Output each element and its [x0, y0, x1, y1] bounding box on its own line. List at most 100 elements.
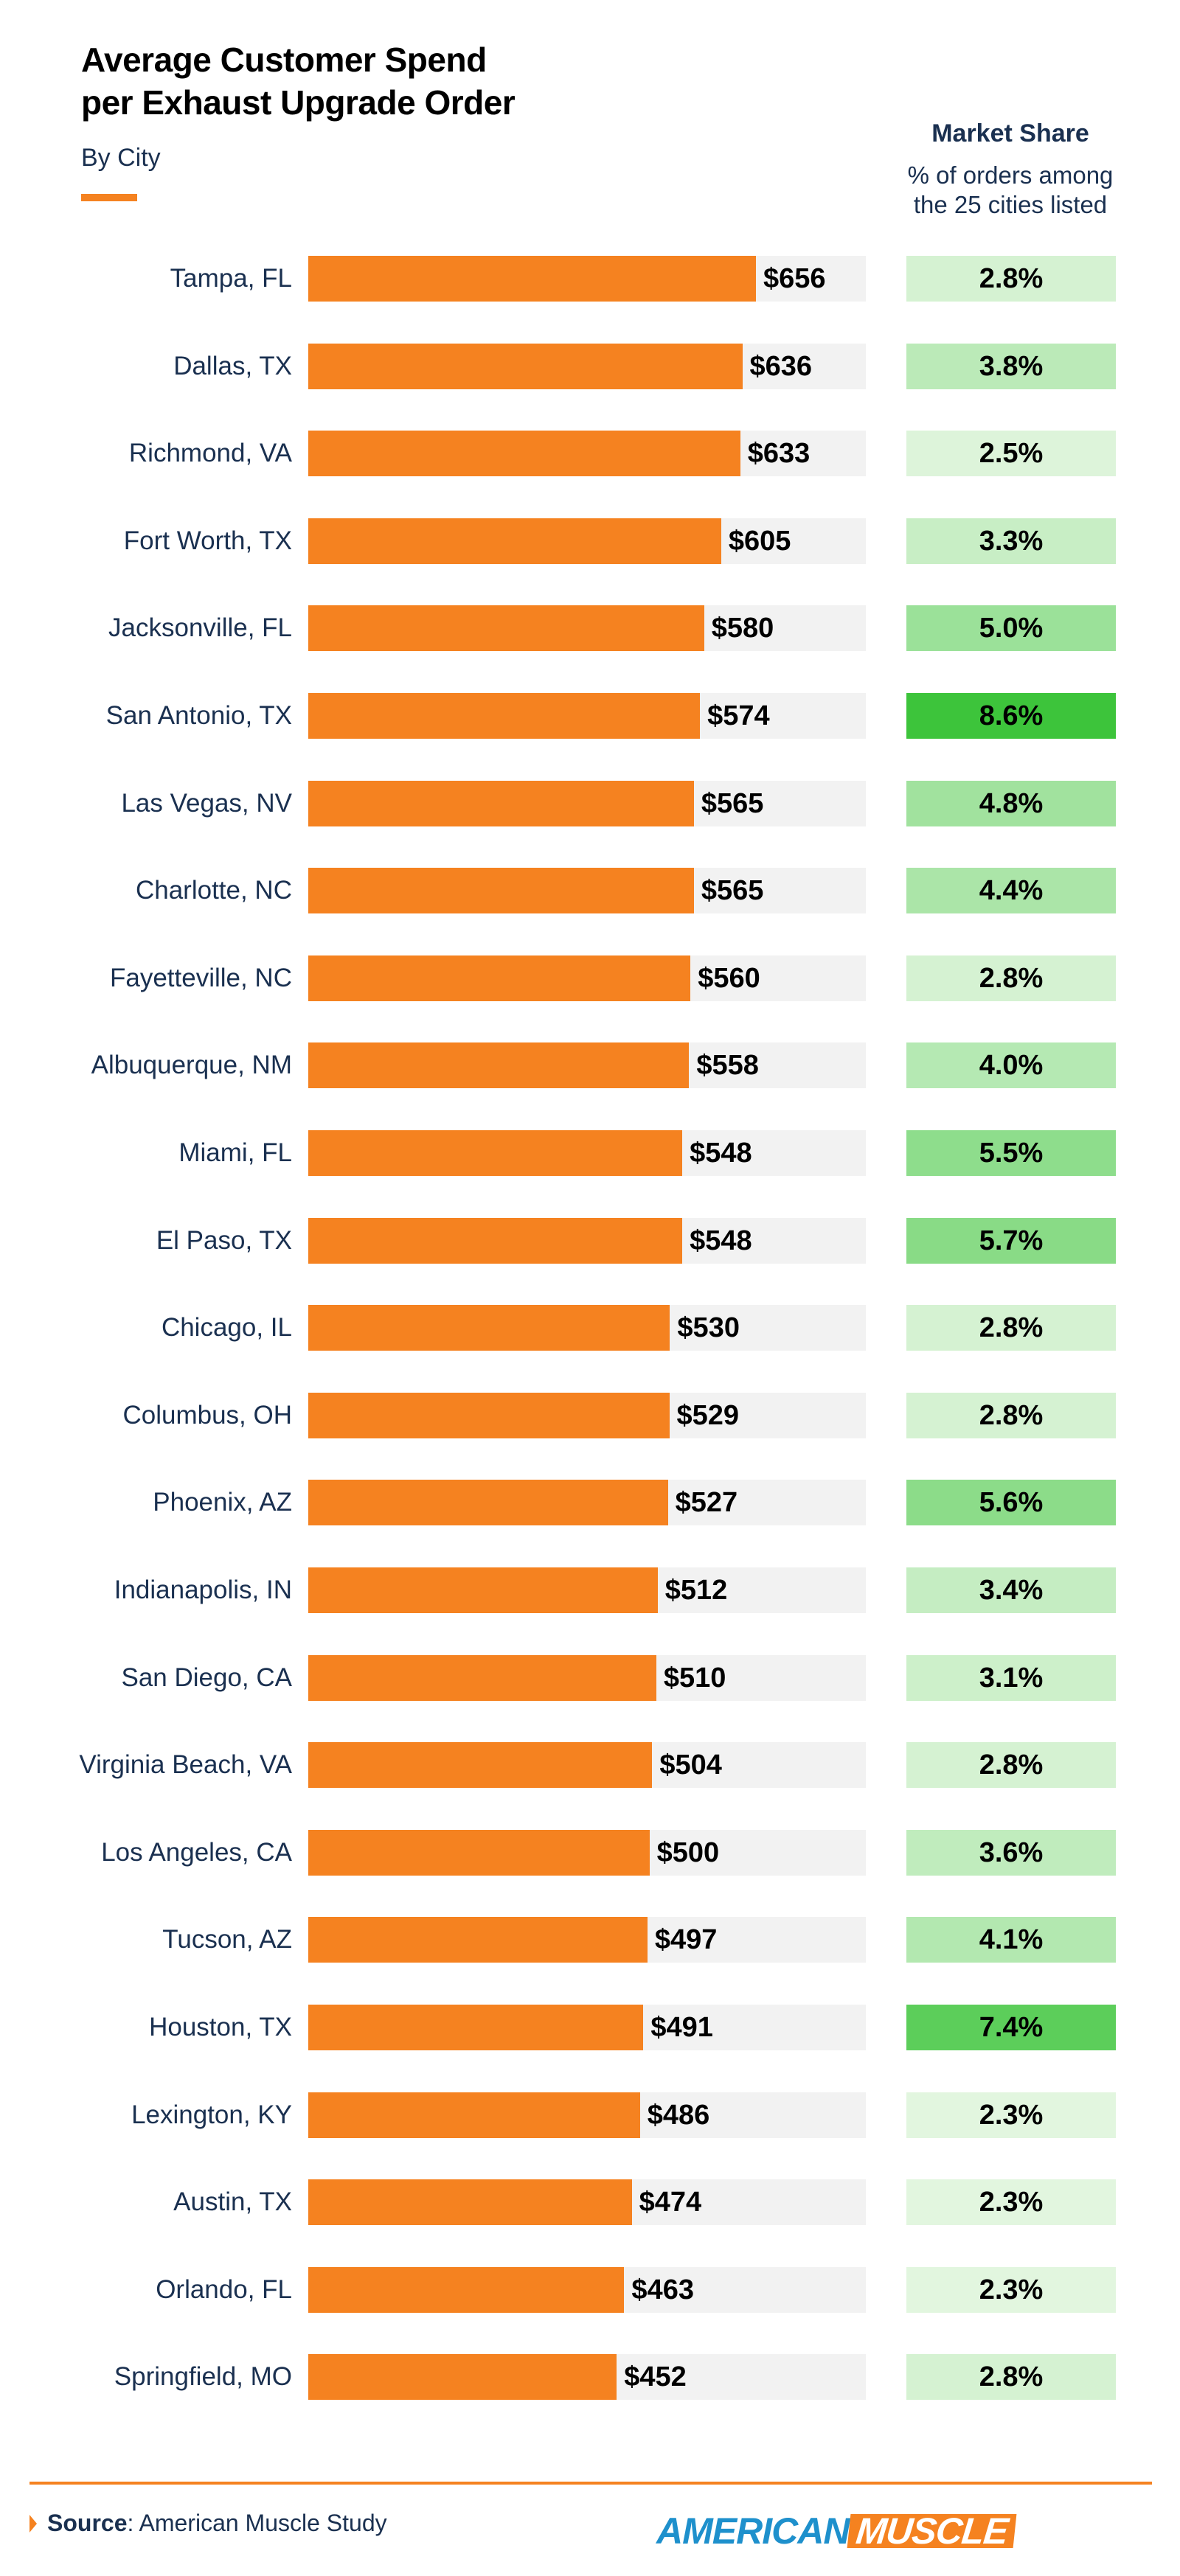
- market-share-cell: 2.8%: [906, 955, 1116, 1001]
- chart-row: San Antonio, TX $574 8.6%: [0, 692, 1180, 740]
- market-share-subtitle: % of orders among the 25 cities listed: [870, 161, 1150, 220]
- chart-row: Orlando, FL $463 2.3%: [0, 2266, 1180, 2314]
- spend-value-label: $527: [675, 1487, 738, 1519]
- chart-row: Charlotte, NC $565 4.4%: [0, 866, 1180, 915]
- bar-track: $530: [308, 1305, 866, 1351]
- market-share-cell: 7.4%: [906, 2005, 1116, 2050]
- bar-track: $497: [308, 1917, 866, 1963]
- market-share-cell: 2.3%: [906, 2179, 1116, 2226]
- chart-row: Tampa, FL $656 2.8%: [0, 254, 1180, 303]
- spend-bar: [308, 2005, 644, 2050]
- city-label: Fayetteville, NC: [109, 963, 292, 992]
- market-share-cell: 3.8%: [906, 343, 1116, 389]
- market-share-cell: 3.4%: [906, 1567, 1116, 1613]
- bar-track: $548: [308, 1217, 866, 1264]
- spend-value-label: $548: [690, 1225, 752, 1256]
- city-label: Miami, FL: [178, 1138, 292, 1167]
- spend-bar: [308, 518, 721, 564]
- legend-swatch: [81, 194, 137, 201]
- market-share-cell: 2.8%: [906, 1742, 1116, 1789]
- bar-track: $565: [308, 868, 866, 914]
- spend-value-label: $548: [690, 1138, 752, 1169]
- spend-value-label: $474: [639, 2187, 702, 2218]
- spend-bar: [308, 1917, 648, 1963]
- spend-value-label: $636: [749, 350, 813, 382]
- city-label: Virginia Beach, VA: [79, 1750, 292, 1780]
- market-share-cell: 5.5%: [906, 1130, 1116, 1176]
- source-text: : American Muscle Study: [127, 2510, 387, 2536]
- market-share-cell: 5.6%: [906, 1480, 1116, 1526]
- city-label: Albuquerque, NM: [91, 1051, 292, 1080]
- city-label: San Diego, CA: [121, 1663, 292, 1692]
- bar-track: $565: [308, 780, 866, 826]
- chart-row: Indianapolis, IN $512 3.4%: [0, 1566, 1180, 1615]
- spend-value-label: $504: [659, 1750, 722, 1781]
- city-label: Indianapolis, IN: [114, 1576, 292, 1604]
- spend-value-label: $452: [624, 2361, 687, 2393]
- city-label: Tucson, AZ: [162, 1925, 292, 1954]
- bar-track: $605: [308, 518, 866, 564]
- spend-bar: [308, 2354, 617, 2401]
- city-label: Austin, TX: [173, 2187, 292, 2217]
- spend-bar: [308, 1480, 668, 1526]
- bar-track: $548: [308, 1130, 866, 1176]
- city-label: El Paso, TX: [156, 1225, 292, 1255]
- spend-bar: [308, 955, 691, 1001]
- spend-bar: [308, 1829, 650, 1876]
- spend-bar: [308, 1654, 656, 1701]
- spend-value-label: $486: [647, 2099, 710, 2131]
- chart-row: Springfield, MO $452 2.8%: [0, 2353, 1180, 2401]
- city-label: Las Vegas, NV: [121, 788, 292, 818]
- spend-value-label: $574: [707, 700, 770, 731]
- bar-track: $510: [308, 1654, 866, 1701]
- spend-value-label: $580: [711, 613, 774, 644]
- bar-track: $574: [308, 693, 866, 739]
- bar-track: $527: [308, 1480, 866, 1526]
- city-label: Columbus, OH: [122, 1400, 292, 1430]
- chart-row: Richmond, VA $633 2.5%: [0, 429, 1180, 478]
- bar-track: $529: [308, 1392, 866, 1438]
- source-note: Source: American Muscle Study: [30, 2510, 387, 2537]
- bar-track: $491: [308, 2005, 866, 2050]
- chart-row: Dallas, TX $636 3.8%: [0, 342, 1180, 391]
- chart-row: Los Angeles, CA $500 3.6%: [0, 1828, 1180, 1877]
- spend-value-label: $500: [656, 1837, 720, 1868]
- city-label: Tampa, FL: [170, 264, 292, 293]
- bar-track: $474: [308, 2179, 866, 2226]
- spend-bar: [308, 431, 740, 477]
- chart-row: Fayetteville, NC $560 2.8%: [0, 954, 1180, 1003]
- bar-track: $463: [308, 2266, 866, 2313]
- city-label: Chicago, IL: [161, 1313, 292, 1343]
- spend-bar: [308, 780, 694, 826]
- spend-value-label: $512: [664, 1575, 728, 1606]
- chart-row: Lexington, KY $486 2.3%: [0, 2091, 1180, 2140]
- source-label: Source: [47, 2510, 128, 2536]
- spend-bar: [308, 1392, 670, 1438]
- market-share-cell: 8.6%: [906, 693, 1116, 739]
- city-label: Springfield, MO: [114, 2362, 292, 2392]
- bar-track: $636: [308, 343, 866, 389]
- spend-value-label: $558: [696, 1050, 759, 1082]
- city-label: Phoenix, AZ: [153, 1488, 292, 1517]
- spend-bar: [308, 1567, 658, 1613]
- footer-divider: [30, 2482, 1152, 2485]
- chart-row: San Diego, CA $510 3.1%: [0, 1654, 1180, 1702]
- spend-bar: [308, 343, 743, 389]
- spend-bar: [308, 1130, 683, 1176]
- spend-value-label: $510: [663, 1662, 726, 1693]
- city-label: Lexington, KY: [131, 2100, 292, 2129]
- bar-track: $512: [308, 1567, 866, 1613]
- spend-bar: [308, 605, 704, 652]
- chart-row: Phoenix, AZ $527 5.6%: [0, 1478, 1180, 1527]
- chart-title-line2: per Exhaust Upgrade Order: [81, 83, 516, 122]
- city-label: Charlotte, NC: [135, 876, 292, 905]
- bar-track: $580: [308, 605, 866, 652]
- city-label: Los Angeles, CA: [101, 1837, 292, 1867]
- city-label: Dallas, TX: [173, 351, 292, 380]
- spend-value-label: $497: [654, 1924, 718, 1956]
- city-label: San Antonio, TX: [105, 701, 292, 730]
- market-share-cell: 2.8%: [906, 2354, 1116, 2401]
- spend-value-label: $565: [701, 787, 764, 819]
- logo-part2: MUSCLE: [847, 2510, 1017, 2552]
- market-share-title: Market Share: [931, 119, 1089, 147]
